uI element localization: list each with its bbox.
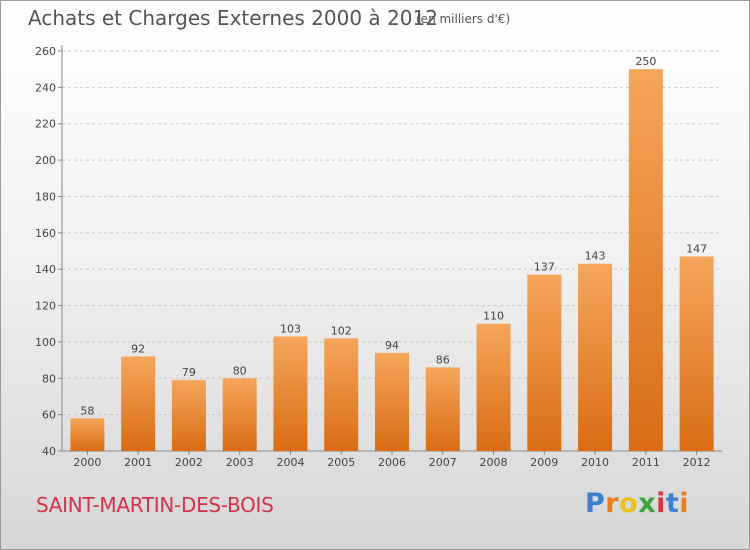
logo-letter: i bbox=[679, 488, 690, 519]
x-tick-label: 2004 bbox=[276, 456, 304, 469]
bars bbox=[70, 69, 714, 451]
bar bbox=[324, 338, 359, 451]
logo-letter: t bbox=[665, 488, 680, 519]
bar-value-label: 250 bbox=[635, 55, 656, 68]
bar bbox=[70, 418, 105, 451]
bar-value-label: 103 bbox=[280, 322, 301, 335]
x-tick-label: 2011 bbox=[632, 456, 660, 469]
x-tick-labels: 2000 2001 2002 2003 2004 2005 2006 2007 2008 2009… bbox=[73, 451, 711, 469]
x-tick-label: 2001 bbox=[124, 456, 152, 469]
x-tick-label: 2012 bbox=[683, 456, 711, 469]
bar bbox=[578, 263, 613, 451]
bar-value-label: 147 bbox=[686, 242, 707, 255]
x-tick-label: 2007 bbox=[429, 456, 457, 469]
chart-unit: (en milliers d'€) bbox=[416, 12, 511, 26]
y-tick-label: 220 bbox=[35, 118, 56, 131]
y-tick-label: 60 bbox=[42, 409, 56, 422]
y-tick-label: 40 bbox=[42, 445, 56, 458]
bar-value-label: 79 bbox=[182, 366, 196, 379]
bar bbox=[476, 323, 511, 451]
x-tick-label: 2002 bbox=[175, 456, 203, 469]
logo-letter: o bbox=[619, 488, 639, 519]
x-tick-label: 2008 bbox=[480, 456, 508, 469]
y-tick-label: 100 bbox=[35, 336, 56, 349]
bar-value-label: 137 bbox=[534, 261, 555, 274]
logo-letter: i bbox=[656, 488, 666, 519]
bar-value-label: 94 bbox=[385, 339, 399, 352]
bar bbox=[527, 274, 562, 451]
y-tick-label: 260 bbox=[35, 45, 56, 58]
y-tick-label: 180 bbox=[35, 190, 56, 203]
proxiti-logo: Proxiti bbox=[585, 488, 689, 519]
bar bbox=[171, 380, 206, 451]
x-tick-label: 2003 bbox=[226, 456, 254, 469]
bar bbox=[121, 356, 156, 451]
town-name: SAINT-MARTIN-DES-BOIS bbox=[36, 493, 274, 517]
x-tick-label: 2009 bbox=[530, 456, 558, 469]
bar-value-label: 86 bbox=[436, 353, 450, 366]
y-tick-label: 200 bbox=[35, 154, 56, 167]
y-tick-label: 240 bbox=[35, 81, 56, 94]
chart-title: Achats et Charges Externes 2000 à 2012 bbox=[28, 6, 438, 30]
bar bbox=[222, 378, 257, 451]
bar bbox=[375, 352, 409, 451]
y-tick-label: 140 bbox=[35, 263, 56, 276]
data-labels: 58 92 79 80 103 102 94 86 110 137 143 250 147 bbox=[80, 55, 707, 417]
bar-value-label: 80 bbox=[233, 364, 247, 377]
x-tick-label: 2010 bbox=[581, 456, 609, 469]
bar-value-label: 92 bbox=[131, 342, 145, 355]
logo-letter: x bbox=[638, 488, 657, 519]
bar bbox=[273, 336, 308, 451]
bar bbox=[628, 69, 663, 451]
logo-letter: r bbox=[605, 488, 620, 519]
y-tick-labels: 40 60 80 100 120 140 160 180 200 220 240 260 bbox=[35, 45, 62, 458]
y-tick-label: 120 bbox=[35, 300, 56, 313]
y-tick-label: 160 bbox=[35, 227, 56, 240]
bar bbox=[425, 367, 460, 451]
logo-letter: P bbox=[585, 488, 606, 519]
bar bbox=[679, 256, 714, 451]
x-tick-label: 2006 bbox=[378, 456, 406, 469]
x-tick-label: 2005 bbox=[327, 456, 355, 469]
bar-value-label: 102 bbox=[331, 324, 352, 337]
bar-value-label: 110 bbox=[483, 310, 504, 323]
bar-value-label: 143 bbox=[585, 250, 606, 263]
bar-value-label: 58 bbox=[80, 404, 94, 417]
y-tick-label: 80 bbox=[42, 372, 56, 385]
x-tick-label: 2000 bbox=[73, 456, 101, 469]
